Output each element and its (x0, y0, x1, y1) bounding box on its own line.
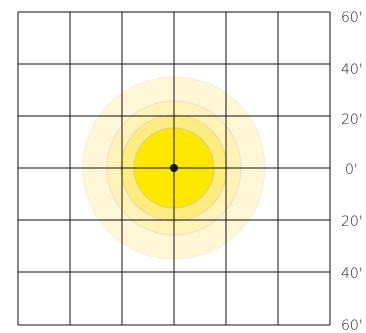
scale-label: 0' (345, 162, 358, 178)
scale-label: 60' (341, 10, 363, 26)
center-point-icon (170, 164, 178, 172)
scale-label: 40' (341, 266, 363, 282)
scale-label: 60' (341, 318, 363, 333)
scale-label: 20' (341, 214, 363, 230)
right-scale: 60' 40' 20' 0' 20' 40' 60' (341, 10, 363, 333)
scale-label: 40' (341, 62, 363, 78)
scale-label: 20' (341, 112, 363, 128)
grid-lines (17, 11, 331, 326)
